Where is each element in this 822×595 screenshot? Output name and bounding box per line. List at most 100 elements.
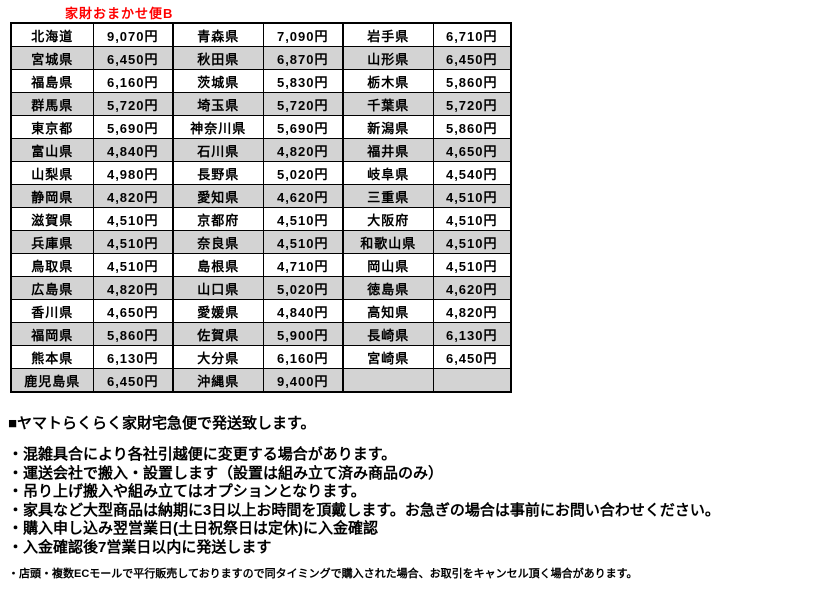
prefecture-cell: 神奈川県: [172, 115, 264, 139]
table-row: 群馬県 5,720円 埼玉県 5,720円 千葉県 5,720円: [10, 92, 512, 116]
prefecture-cell: 愛媛県: [172, 299, 264, 323]
table-row: 鹿児島県 6,450円 沖縄県 9,400円: [10, 368, 512, 393]
price-cell: 5,830円: [262, 69, 344, 93]
prefecture-cell: 愛知県: [172, 184, 264, 208]
price-cell: 5,900円: [262, 322, 344, 346]
table-row: 静岡県 4,820円 愛知県 4,620円 三重県 4,510円: [10, 184, 512, 208]
table-row: 滋賀県 4,510円 京都府 4,510円 大阪府 4,510円: [10, 207, 512, 231]
price-cell: 4,840円: [92, 138, 174, 162]
prefecture-cell: 埼玉県: [172, 92, 264, 116]
price-cell: 5,720円: [262, 92, 344, 116]
prefecture-cell: 高知県: [342, 299, 434, 323]
prefecture-cell: 栃木県: [342, 69, 434, 93]
price-cell: 4,620円: [432, 276, 512, 300]
price-cell: 5,860円: [432, 69, 512, 93]
prefecture-cell: 鳥取県: [10, 253, 94, 277]
price-cell: 5,020円: [262, 276, 344, 300]
price-cell: 4,820円: [92, 184, 174, 208]
table-row: 鳥取県 4,510円 島根県 4,710円 岡山県 4,510円: [10, 253, 512, 277]
prefecture-cell: 石川県: [172, 138, 264, 162]
prefecture-cell: 千葉県: [342, 92, 434, 116]
notes-bullet-item: ・混雑具合により各社引越便に変更する場合があります。: [8, 446, 397, 463]
notes-bullet-item: ・入金確認後7営業日以内に発送します: [8, 538, 272, 556]
prefecture-cell: 沖縄県: [172, 368, 264, 393]
price-cell: 4,820円: [92, 276, 174, 300]
prefecture-cell: 長野県: [172, 161, 264, 185]
table-row: 福岡県 5,860円 佐賀県 5,900円 長崎県 6,130円: [10, 322, 512, 346]
prefecture-cell: 山形県: [342, 46, 434, 70]
price-cell: 6,450円: [92, 368, 174, 393]
prefecture-cell: 滋賀県: [10, 207, 94, 231]
price-cell: 5,690円: [92, 115, 174, 139]
price-cell: 4,510円: [262, 207, 344, 231]
price-cell: 4,840円: [262, 299, 344, 323]
price-cell: 6,130円: [92, 345, 174, 369]
table-row: 福島県 6,160円 茨城県 5,830円 栃木県 5,860円: [10, 69, 512, 93]
table-row: 北海道 9,070円 青森県 7,090円 岩手県 6,710円: [10, 22, 512, 47]
notes-section: ■ヤマトらくらく家財宅急便で発送致します。 ・混雑具合により各社引越便に変更する…: [8, 412, 818, 581]
price-cell: 4,980円: [92, 161, 174, 185]
table-row: 兵庫県 4,510円 奈良県 4,510円 和歌山県 4,510円: [10, 230, 512, 254]
prefecture-cell: 長崎県: [342, 322, 434, 346]
price-cell: 4,820円: [262, 138, 344, 162]
price-cell: 6,160円: [262, 345, 344, 369]
price-cell: 4,510円: [92, 207, 174, 231]
price-cell: 4,510円: [432, 207, 512, 231]
price-cell: 9,070円: [92, 22, 174, 47]
prefecture-cell: 茨城県: [172, 69, 264, 93]
price-cell: 4,710円: [262, 253, 344, 277]
prefecture-cell: 鹿児島県: [10, 368, 94, 393]
price-cell: 6,160円: [92, 69, 174, 93]
prefecture-cell: 静岡県: [10, 184, 94, 208]
prefecture-cell: 宮城県: [10, 46, 94, 70]
prefecture-cell: 大阪府: [342, 207, 434, 231]
price-cell: 6,710円: [432, 22, 512, 47]
shipping-price-table: 北海道 9,070円 青森県 7,090円 岩手県 6,710円 宮城県 6,450円 秋田県 6…: [10, 22, 512, 393]
price-cell: 4,620円: [262, 184, 344, 208]
price-cell: 6,450円: [92, 46, 174, 70]
notes-bullet-item: ・購入申し込み翌営業日(土日祝祭日は定休)に入金確認: [8, 520, 378, 537]
price-cell: 5,690円: [262, 115, 344, 139]
prefecture-cell: 佐賀県: [172, 322, 264, 346]
prefecture-cell: 福島県: [10, 69, 94, 93]
prefecture-cell: 富山県: [10, 138, 94, 162]
prefecture-cell: 秋田県: [172, 46, 264, 70]
table-row: 山梨県 4,980円 長野県 5,020円 岐阜県 4,540円: [10, 161, 512, 185]
price-cell: 4,540円: [432, 161, 512, 185]
table-row: 熊本県 6,130円 大分県 6,160円 宮崎県 6,450円: [10, 345, 512, 369]
prefecture-cell: 京都府: [172, 207, 264, 231]
prefecture-cell: 熊本県: [10, 345, 94, 369]
small-note: ・店頭・複数ECモールで平行販売しておりますので同タイミングで購入された場合、お…: [8, 568, 638, 580]
prefecture-cell: 香川県: [10, 299, 94, 323]
price-cell: 4,650円: [92, 299, 174, 323]
table-title: 家財おまかせ便B: [65, 6, 174, 21]
prefecture-cell: 青森県: [172, 22, 264, 47]
prefecture-cell: 福井県: [342, 138, 434, 162]
price-cell: 9,400円: [262, 368, 344, 393]
prefecture-cell: 岡山県: [342, 253, 434, 277]
notes-bullet-list: ・混雑具合により各社引越便に変更する場合があります。 ・運送会社で搬入・設置します…: [8, 446, 818, 557]
price-cell: 6,870円: [262, 46, 344, 70]
table-row: 宮城県 6,450円 秋田県 6,870円 山形県 6,450円: [10, 46, 512, 70]
notes-heading: ■ヤマトらくらく家財宅急便で発送致します。: [8, 415, 316, 432]
prefecture-cell: 山梨県: [10, 161, 94, 185]
price-cell: 6,130円: [432, 322, 512, 346]
prefecture-cell: 山口県: [172, 276, 264, 300]
table-row: 広島県 4,820円 山口県 5,020円 徳島県 4,620円: [10, 276, 512, 300]
prefecture-cell: [342, 368, 434, 393]
notes-bullet-item: ・家具など大型商品は納期に3日以上お時間を頂戴します。お急ぎの場合は事前にお問い…: [8, 501, 720, 519]
price-cell: 4,510円: [432, 230, 512, 254]
price-cell: 4,510円: [432, 184, 512, 208]
price-cell: 4,510円: [92, 253, 174, 277]
prefecture-cell: 徳島県: [342, 276, 434, 300]
prefecture-cell: 岩手県: [342, 22, 434, 47]
prefecture-cell: 大分県: [172, 345, 264, 369]
price-cell: 5,720円: [92, 92, 174, 116]
table-row: 東京都 5,690円 神奈川県 5,690円 新潟県 5,860円: [10, 115, 512, 139]
notes-bullet-item: ・吊り上げ搬入や組み立てはオプションとなります。: [8, 483, 366, 500]
prefecture-cell: 広島県: [10, 276, 94, 300]
price-cell: 4,510円: [262, 230, 344, 254]
prefecture-cell: 北海道: [10, 22, 94, 47]
price-cell: 4,820円: [432, 299, 512, 323]
